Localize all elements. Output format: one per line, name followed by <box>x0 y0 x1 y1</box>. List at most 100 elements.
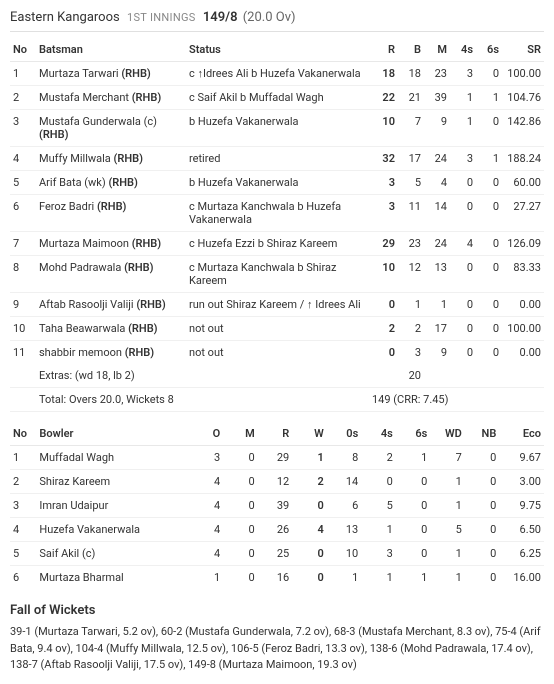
cell-4s: 4 <box>450 232 476 256</box>
col-wd: WD <box>430 422 465 446</box>
cell-r: 29 <box>258 446 293 470</box>
cell-batsman: Murtaza Tarwari (RHB) <box>36 62 186 86</box>
cell-sr: 188.24 <box>502 147 544 171</box>
cell-w: 4 <box>292 518 327 542</box>
cell-r: 22 <box>372 86 398 110</box>
cell-b: 18 <box>398 62 424 86</box>
cell-6s: 0 <box>476 256 502 293</box>
col-6s: 6s <box>396 422 431 446</box>
cell-6s: 0 <box>476 317 502 341</box>
cell-4s: 1 <box>450 110 476 147</box>
cell-bowler: Muffadal Wagh <box>36 446 188 470</box>
col-4s: 4s <box>450 38 476 62</box>
cell-r: 29 <box>372 232 398 256</box>
cell-batsman: Mustafa Gunderwala (c) (RHB) <box>36 110 186 147</box>
cell-sr: 142.86 <box>502 110 544 147</box>
cell-wd: 1 <box>430 566 465 590</box>
cell-no: 1 <box>10 62 36 86</box>
batting-header-row: No Batsman Status R B M 4s 6s SR <box>10 38 544 62</box>
extras-label: Extras: (wd 18, lb 2) <box>36 364 372 388</box>
cell-m: 17 <box>424 317 450 341</box>
cell-b: 7 <box>398 110 424 147</box>
cell-r: 0 <box>372 341 398 365</box>
cell-wd: 1 <box>430 542 465 566</box>
table-row: 2Mustafa Merchant (RHB)c Saif Akil b Muf… <box>10 86 544 110</box>
cell-r: 18 <box>372 62 398 86</box>
cell-m: 24 <box>424 232 450 256</box>
cell-status: c Murtaza Kanchwala b Shiraz Kareem <box>186 256 372 293</box>
batting-table: No Batsman Status R B M 4s 6s SR 1Murtaz… <box>10 38 544 412</box>
total-label: Total: Overs 20.0, Wickets 8 <box>36 388 372 412</box>
col-6s: 6s <box>476 38 502 62</box>
table-row: 5Saif Akil (c)402501030106.25 <box>10 542 544 566</box>
col-eco: Eco <box>499 422 544 446</box>
cell-bowler: Shiraz Kareem <box>36 470 188 494</box>
fow-title: Fall of Wickets <box>10 603 544 618</box>
cell-o: 4 <box>189 518 224 542</box>
cell-batsman: Muffy Millwala (RHB) <box>36 147 186 171</box>
extras-row: Extras: (wd 18, lb 2) 20 <box>10 364 544 388</box>
cell-b: 23 <box>398 232 424 256</box>
cell-no: 6 <box>10 566 36 590</box>
cell-4s: 3 <box>450 147 476 171</box>
cell-eco: 6.25 <box>499 542 544 566</box>
cell-0s: 10 <box>327 542 362 566</box>
cell-4s: 3 <box>450 62 476 86</box>
table-row: 9Aftab Rasoolji Valiji (RHB)run out Shir… <box>10 293 544 317</box>
cell-no: 5 <box>10 171 36 195</box>
cell-6s: 1 <box>396 566 431 590</box>
cell-sr: 100.00 <box>502 62 544 86</box>
cell-o: 4 <box>189 494 224 518</box>
cell-bowler: Imran Udaipur <box>36 494 188 518</box>
divider <box>10 31 544 32</box>
cell-0s: 6 <box>327 494 362 518</box>
cell-4s: 1 <box>450 86 476 110</box>
cell-r: 10 <box>372 256 398 293</box>
table-row: 6Feroz Badri (RHB)c Murtaza Kanchwala b … <box>10 195 544 232</box>
cell-m: 39 <box>424 86 450 110</box>
cell-batsman: Aftab Rasoolji Valiji (RHB) <box>36 293 186 317</box>
col-m: M <box>424 38 450 62</box>
cell-b: 17 <box>398 147 424 171</box>
cell-no: 3 <box>10 494 36 518</box>
cell-4s: 0 <box>450 341 476 365</box>
cell-sr: 0.00 <box>502 341 544 365</box>
cell-4s: 1 <box>361 566 396 590</box>
cell-r: 26 <box>258 518 293 542</box>
cell-o: 4 <box>189 542 224 566</box>
cell-b: 12 <box>398 256 424 293</box>
cell-status: run out Shiraz Kareem / ↑ Idrees Ali <box>186 293 372 317</box>
cell-no: 5 <box>10 542 36 566</box>
table-row: 3Imran Udaipur40390650109.75 <box>10 494 544 518</box>
cell-r: 12 <box>258 470 293 494</box>
cell-4s: 0 <box>450 256 476 293</box>
cell-6s: 0 <box>476 110 502 147</box>
col-batsman: Batsman <box>36 38 186 62</box>
cell-status: b Huzefa Vakanerwala <box>186 110 372 147</box>
cell-4s: 0 <box>361 470 396 494</box>
col-b: B <box>398 38 424 62</box>
total-value: 149 (CRR: 7.45) <box>372 388 544 412</box>
cell-6s: 1 <box>476 86 502 110</box>
cell-sr: 60.00 <box>502 171 544 195</box>
cell-r: 10 <box>372 110 398 147</box>
cell-wd: 7 <box>430 446 465 470</box>
table-row: 8Mohd Padrawala (RHB)c Murtaza Kanchwala… <box>10 256 544 293</box>
cell-wd: 5 <box>430 518 465 542</box>
table-row: 1Muffadal Wagh30291821709.67 <box>10 446 544 470</box>
cell-eco: 9.75 <box>499 494 544 518</box>
col-nb: NB <box>465 422 500 446</box>
cell-6s: 0 <box>476 232 502 256</box>
cell-m: 0 <box>223 446 258 470</box>
cell-no: 3 <box>10 110 36 147</box>
cell-no: 2 <box>10 86 36 110</box>
cell-4s: 2 <box>361 446 396 470</box>
fow-text: 39-1 (Murtaza Tarwari, 5.2 ov), 60-2 (Mu… <box>10 624 544 674</box>
table-row: 10Taha Beawarwala (RHB)not out221700100.… <box>10 317 544 341</box>
cell-6s: 0 <box>476 195 502 232</box>
cell-4s: 5 <box>361 494 396 518</box>
cell-no: 4 <box>10 147 36 171</box>
table-row: 6Murtaza Bharmal101601111016.00 <box>10 566 544 590</box>
cell-eco: 3.00 <box>499 470 544 494</box>
bowling-table: No Bowler O M R W 0s 4s 6s WD NB Eco 1Mu… <box>10 422 544 589</box>
